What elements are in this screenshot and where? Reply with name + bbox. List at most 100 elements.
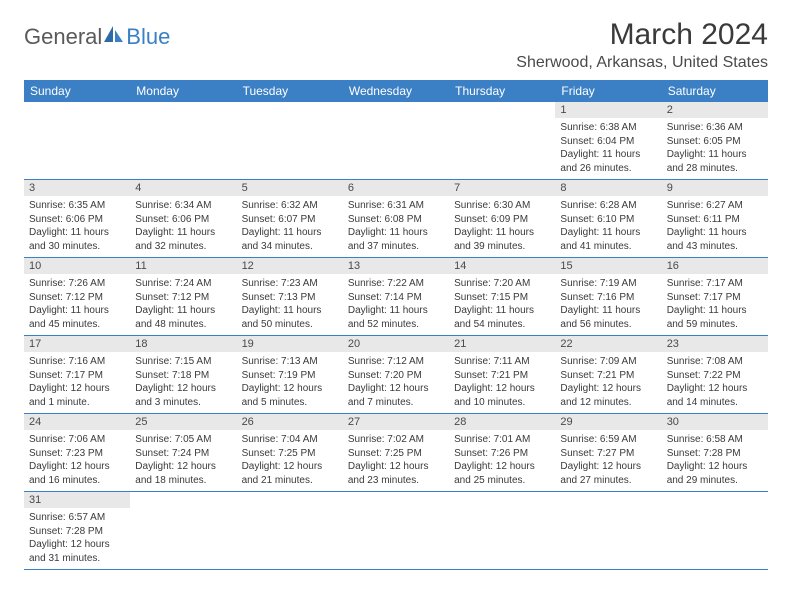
day-cell: 10 Sunrise: 7:26 AMSunset: 7:12 PMDayligh… <box>24 258 130 335</box>
day-details: Sunrise: 7:17 AMSunset: 7:17 PMDaylight:… <box>662 274 768 335</box>
daylight-line: Daylight: 12 hours and 16 minutes. <box>29 460 125 487</box>
day-number: 7 <box>449 180 555 196</box>
daylight-line: Daylight: 11 hours and 45 minutes. <box>29 304 125 331</box>
week-row: 17Sunrise: 7:16 AMSunset: 7:17 PMDayligh… <box>24 336 768 414</box>
sunset-line: Sunset: 7:26 PM <box>454 447 550 461</box>
daylight-line: Daylight: 12 hours and 12 minutes. <box>560 382 656 409</box>
weekday-header: Friday <box>555 80 661 102</box>
sunset-line: Sunset: 6:04 PM <box>560 135 656 149</box>
day-number: 1 <box>555 102 661 118</box>
sunset-line: Sunset: 7:12 PM <box>29 291 125 305</box>
location-text: Sherwood, Arkansas, United States <box>516 54 768 72</box>
day-number: 22 <box>555 336 661 352</box>
day-number: 3 <box>24 180 130 196</box>
daylight-line: Daylight: 11 hours and 56 minutes. <box>560 304 656 331</box>
day-details: Sunrise: 6:35 AMSunset: 6:06 PMDaylight:… <box>24 196 130 257</box>
day-cell: 4Sunrise: 6:34 AMSunset: 6:06 PMDaylight… <box>130 180 236 257</box>
sunset-line: Sunset: 7:24 PM <box>135 447 231 461</box>
daylight-line: Daylight: 11 hours and 43 minutes. <box>667 226 763 253</box>
day-cell: 31Sunrise: 6:57 AMSunset: 7:28 PMDayligh… <box>24 492 130 569</box>
sunset-line: Sunset: 7:21 PM <box>560 369 656 383</box>
day-details: Sunrise: 6:31 AMSunset: 6:08 PMDaylight:… <box>343 196 449 257</box>
daylight-line: Daylight: 11 hours and 52 minutes. <box>348 304 444 331</box>
day-number: 26 <box>237 414 343 430</box>
day-number: 30 <box>662 414 768 430</box>
day-number: 28 <box>449 414 555 430</box>
day-number: 10 <box>24 258 130 274</box>
sunrise-line: Sunrise: 6:27 AM <box>667 199 763 213</box>
sunset-line: Sunset: 7:27 PM <box>560 447 656 461</box>
sunrise-line: Sunrise: 6:31 AM <box>348 199 444 213</box>
day-details: Sunrise: 7:24 AMSunset: 7:12 PMDaylight:… <box>130 274 236 335</box>
sunset-line: Sunset: 7:25 PM <box>242 447 338 461</box>
day-cell-empty <box>449 102 555 179</box>
day-number: 13 <box>343 258 449 274</box>
daylight-line: Daylight: 11 hours and 41 minutes. <box>560 226 656 253</box>
logo-sail-icon <box>103 24 125 50</box>
page-header: General Blue March 2024 Sherwood, Arkans… <box>24 18 768 72</box>
day-details: Sunrise: 7:16 AMSunset: 7:17 PMDaylight:… <box>24 352 130 413</box>
day-cell: 5Sunrise: 6:32 AMSunset: 6:07 PMDaylight… <box>237 180 343 257</box>
sunrise-line: Sunrise: 7:26 AM <box>29 277 125 291</box>
daylight-line: Daylight: 11 hours and 30 minutes. <box>29 226 125 253</box>
daylight-line: Daylight: 12 hours and 7 minutes. <box>348 382 444 409</box>
day-cell: 14Sunrise: 7:20 AMSunset: 7:15 PMDayligh… <box>449 258 555 335</box>
sunrise-line: Sunrise: 7:16 AM <box>29 355 125 369</box>
daylight-line: Daylight: 12 hours and 1 minute. <box>29 382 125 409</box>
day-number: 25 <box>130 414 236 430</box>
calendar-grid: SundayMondayTuesdayWednesdayThursdayFrid… <box>24 80 768 570</box>
day-number: 14 <box>449 258 555 274</box>
daylight-line: Daylight: 12 hours and 18 minutes. <box>135 460 231 487</box>
day-cell-empty <box>130 102 236 179</box>
sunset-line: Sunset: 7:28 PM <box>667 447 763 461</box>
calendar-page: General Blue March 2024 Sherwood, Arkans… <box>0 0 792 588</box>
sunrise-line: Sunrise: 6:36 AM <box>667 121 763 135</box>
day-cell: 9Sunrise: 6:27 AMSunset: 6:11 PMDaylight… <box>662 180 768 257</box>
day-cell-empty <box>130 492 236 569</box>
day-cell: 2Sunrise: 6:36 AMSunset: 6:05 PMDaylight… <box>662 102 768 179</box>
day-number: 12 <box>237 258 343 274</box>
weekday-header: Saturday <box>662 80 768 102</box>
day-number: 16 <box>662 258 768 274</box>
daylight-line: Daylight: 11 hours and 34 minutes. <box>242 226 338 253</box>
sunset-line: Sunset: 6:06 PM <box>29 213 125 227</box>
sunset-line: Sunset: 7:15 PM <box>454 291 550 305</box>
week-row: 31Sunrise: 6:57 AMSunset: 7:28 PMDayligh… <box>24 492 768 570</box>
sunrise-line: Sunrise: 6:38 AM <box>560 121 656 135</box>
day-cell: 13Sunrise: 7:22 AMSunset: 7:14 PMDayligh… <box>343 258 449 335</box>
day-cell: 25Sunrise: 7:05 AMSunset: 7:24 PMDayligh… <box>130 414 236 491</box>
sunrise-line: Sunrise: 7:23 AM <box>242 277 338 291</box>
sunrise-line: Sunrise: 7:24 AM <box>135 277 231 291</box>
day-details: Sunrise: 7:13 AMSunset: 7:19 PMDaylight:… <box>237 352 343 413</box>
logo-text-blue: Blue <box>126 24 170 50</box>
day-details: Sunrise: 6:58 AMSunset: 7:28 PMDaylight:… <box>662 430 768 491</box>
day-number: 17 <box>24 336 130 352</box>
sunset-line: Sunset: 7:14 PM <box>348 291 444 305</box>
sunrise-line: Sunrise: 6:59 AM <box>560 433 656 447</box>
sunrise-line: Sunrise: 7:08 AM <box>667 355 763 369</box>
day-details: Sunrise: 7:15 AMSunset: 7:18 PMDaylight:… <box>130 352 236 413</box>
day-cell: 16Sunrise: 7:17 AMSunset: 7:17 PMDayligh… <box>662 258 768 335</box>
day-details: Sunrise: 7:12 AMSunset: 7:20 PMDaylight:… <box>343 352 449 413</box>
day-cell: 23Sunrise: 7:08 AMSunset: 7:22 PMDayligh… <box>662 336 768 413</box>
day-cell-empty <box>449 492 555 569</box>
daylight-line: Daylight: 12 hours and 29 minutes. <box>667 460 763 487</box>
day-details: Sunrise: 6:30 AMSunset: 6:09 PMDaylight:… <box>449 196 555 257</box>
day-details: Sunrise: 6:36 AMSunset: 6:05 PMDaylight:… <box>662 118 768 179</box>
day-cell: 7Sunrise: 6:30 AMSunset: 6:09 PMDaylight… <box>449 180 555 257</box>
day-details: Sunrise: 7:19 AMSunset: 7:16 PMDaylight:… <box>555 274 661 335</box>
day-details: Sunrise: 6:32 AMSunset: 6:07 PMDaylight:… <box>237 196 343 257</box>
weekday-header: Wednesday <box>343 80 449 102</box>
day-details: Sunrise: 7:08 AMSunset: 7:22 PMDaylight:… <box>662 352 768 413</box>
sunset-line: Sunset: 7:17 PM <box>29 369 125 383</box>
day-number: 29 <box>555 414 661 430</box>
daylight-line: Daylight: 11 hours and 48 minutes. <box>135 304 231 331</box>
month-title: March 2024 <box>516 18 768 52</box>
day-number: 19 <box>237 336 343 352</box>
day-cell: 26Sunrise: 7:04 AMSunset: 7:25 PMDayligh… <box>237 414 343 491</box>
day-number: 21 <box>449 336 555 352</box>
day-number: 6 <box>343 180 449 196</box>
day-cell: 18Sunrise: 7:15 AMSunset: 7:18 PMDayligh… <box>130 336 236 413</box>
sunrise-line: Sunrise: 7:06 AM <box>29 433 125 447</box>
day-cell-empty <box>24 102 130 179</box>
